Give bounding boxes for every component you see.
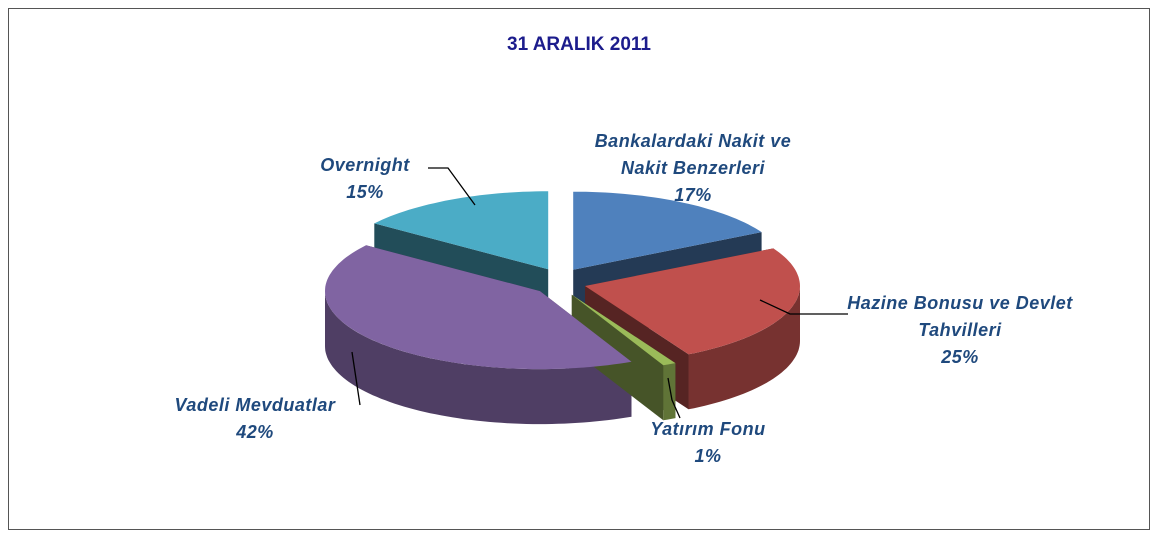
value-label: 15% [346, 182, 384, 202]
category-label: Bankalardaki Nakit ve Nakit Benzerleri [594, 131, 792, 178]
leader-line [351, 351, 361, 406]
slice-label: Vadeli Mevduatlar 42% [140, 392, 370, 446]
value-label: 25% [941, 347, 979, 367]
slice-label: Yatırım Fonu 1% [628, 416, 788, 470]
slice-wall [325, 291, 632, 425]
leader-line [759, 299, 848, 315]
value-label: 42% [236, 422, 274, 442]
slice-label: Bankalardaki Nakit ve Nakit Benzerleri 17… [583, 128, 803, 209]
value-label: 1% [694, 446, 722, 466]
slice [325, 245, 632, 370]
slice [573, 191, 762, 270]
leader-line [667, 377, 681, 419]
category-label: Hazine Bonusu ve Devlet Tahvilleri [847, 293, 1073, 340]
slice-wall [688, 286, 800, 410]
slice [571, 294, 676, 366]
slice [374, 191, 549, 270]
leader-line [428, 167, 476, 206]
category-label: Vadeli Mevduatlar [174, 395, 336, 415]
category-label: Overnight [320, 155, 410, 175]
value-label: 17% [674, 185, 712, 205]
slice [585, 248, 800, 355]
slice-label: Hazine Bonusu ve Devlet Tahvilleri 25% [845, 290, 1075, 371]
category-label: Yatırım Fonu [650, 419, 766, 439]
chart-title: 31 ARALIK 2011 [507, 34, 651, 55]
slice-label: Overnight 15% [295, 152, 435, 206]
slice-wall [663, 363, 676, 421]
